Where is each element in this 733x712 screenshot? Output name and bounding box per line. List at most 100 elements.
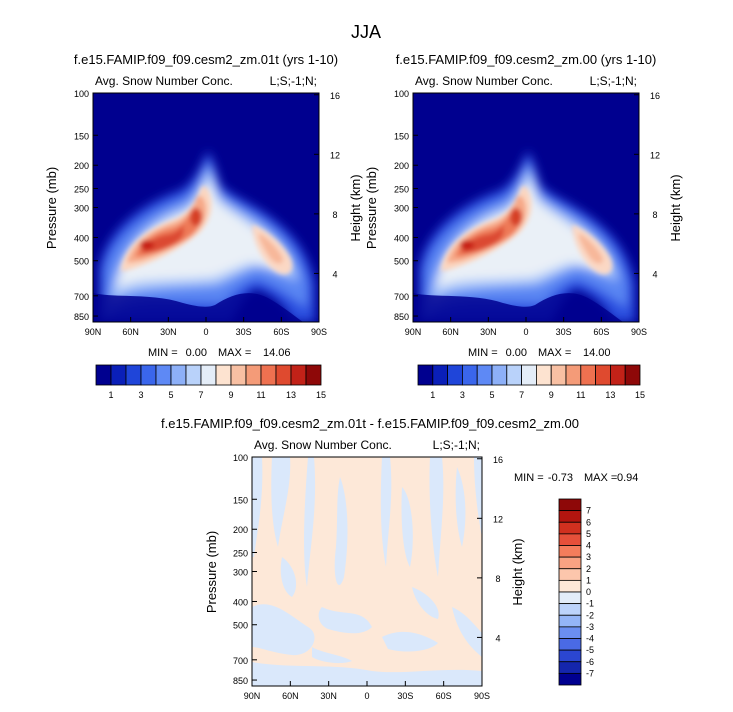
panel-difference: f.e15.FAMIP.f09_f09.cesm2_zm.01t - f.e15…: [161, 416, 638, 701]
colorbar-swatch: [558, 591, 582, 605]
y-tick-label: 250: [74, 184, 89, 194]
colorbar-swatch: [558, 556, 582, 570]
y-right-tick-label: 12: [330, 150, 340, 160]
x-tick-label: 60N: [442, 327, 459, 337]
page-title: JJA: [351, 22, 381, 42]
y-right-tick-label: 16: [493, 455, 503, 465]
colorbar-label: 4: [586, 541, 591, 551]
axes: 100 150 200 250 300 400 500 700 850 16 12 8 4 90N 60N 3…: [233, 453, 503, 701]
y-right-tick-label: 16: [330, 91, 340, 101]
colorbar-swatch: [476, 364, 493, 386]
colorbar-label: 11: [256, 390, 265, 400]
y-tick-label: 150: [74, 131, 89, 141]
colorbar-swatch: [506, 364, 522, 386]
x-tick-label: 60S: [593, 327, 609, 337]
colorbar-label: 6: [586, 517, 591, 527]
y-right-tick-label: 8: [332, 210, 337, 220]
colorbar-label: -2: [586, 610, 594, 620]
colorbar-swatch: [461, 364, 478, 386]
x-tick-label: 0: [364, 691, 369, 701]
x-tick-label: 30N: [480, 327, 497, 337]
y-tick-label: 500: [74, 257, 89, 267]
y-tick-label: 250: [233, 548, 248, 558]
colorbar-swatch: [624, 364, 641, 386]
max-value: 14.06: [263, 347, 291, 359]
max-label: MAX =: [538, 347, 571, 359]
colorbar-swatch: [305, 364, 322, 386]
colorbar-swatch: [558, 661, 582, 674]
y-axis-label: Pressure (mb): [44, 167, 59, 249]
colorbar-swatch: [558, 545, 582, 558]
heatmap-field: [93, 93, 319, 322]
panel-title: f.e15.FAMIP.f09_f09.cesm2_zm.01t (yrs 1-…: [74, 52, 338, 67]
y-right-tick-label: 16: [650, 91, 660, 101]
colorbar-swatch: [215, 364, 232, 386]
heatmap-field: [413, 93, 639, 322]
colorbar: 1 3 5 7 9 11 13 15: [417, 364, 645, 400]
x-tick-label: 90N: [405, 327, 422, 337]
colorbar-vertical: 76 5 43 21 0 -1-2 -3 -4-5 -6-7: [558, 498, 594, 686]
x-tick-label: 90N: [85, 327, 102, 337]
colorbar-swatch: [580, 364, 596, 386]
y-axis-label: Pressure (mb): [364, 167, 379, 249]
panel-title: f.e15.FAMIP.f09_f09.cesm2_zm.01t - f.e15…: [161, 416, 579, 431]
y-tick-label: 400: [233, 597, 248, 607]
colorbar-label: 3: [460, 390, 465, 400]
colorbar-swatch: [125, 364, 142, 386]
x-tick-label: 90N: [244, 691, 261, 701]
y-axis-label: Pressure (mb): [204, 531, 219, 613]
colorbar-label: 1: [108, 390, 113, 400]
min-label: MIN =: [514, 472, 544, 484]
colorbar-label: 5: [168, 390, 173, 400]
x-tick-label: 30S: [556, 327, 572, 337]
x-tick-label: 90S: [474, 691, 490, 701]
x-tick-label: 30N: [160, 327, 177, 337]
x-tick-label: 60S: [273, 327, 289, 337]
y-tick-label: 850: [74, 312, 89, 322]
y-right-tick-label: 8: [495, 574, 500, 584]
y-right-tick-label: 8: [652, 210, 657, 220]
min-value: -0.73: [548, 472, 573, 484]
y-axis-right-label: Height (km): [510, 538, 525, 605]
colorbar-swatch: [110, 364, 127, 386]
x-tick-label: 30S: [397, 691, 413, 701]
panel-right-string: L;S;-1;N;: [590, 74, 637, 88]
colorbar-swatch: [565, 364, 582, 386]
axes: 100 150 200 250 300 400 500 700 850 16 12 8 4 90N 60N 3…: [394, 89, 660, 337]
colorbar-swatch: [417, 364, 434, 386]
colorbar-label: 2: [586, 564, 591, 574]
panel-left-string: Avg. Snow Number Conc.: [415, 74, 553, 88]
colorbar-swatch: [275, 364, 292, 386]
colorbar-swatch: [536, 364, 552, 386]
y-tick-label: 700: [233, 656, 248, 666]
y-axis-right-label: Height (km): [668, 174, 683, 241]
colorbar-label: -1: [586, 599, 594, 609]
colorbar-swatch: [521, 364, 537, 386]
colorbar-label: 9: [228, 390, 233, 400]
y-tick-label: 250: [394, 184, 409, 194]
colorbar-swatch: [140, 364, 157, 386]
y-tick-label: 500: [233, 621, 248, 631]
axes: 100 150 200 250 300 400 500 700 850 16 12 8 4 90N 60N 3…: [74, 89, 340, 337]
y-right-tick-label: 12: [650, 150, 660, 160]
colorbar-label: 7: [586, 506, 591, 516]
y-right-tick-label: 4: [332, 269, 337, 279]
heatmap-field: [252, 457, 482, 686]
panel-left-string: Avg. Snow Number Conc.: [95, 74, 233, 88]
colorbar-label: 15: [635, 390, 645, 400]
y-tick-label: 200: [394, 161, 409, 171]
y-tick-label: 150: [233, 495, 248, 505]
colorbar-swatch: [558, 498, 582, 512]
colorbar-swatch: [558, 568, 582, 581]
colorbar-label: 0: [586, 587, 591, 597]
colorbar-label: 13: [286, 390, 296, 400]
y-tick-label: 700: [74, 292, 89, 302]
x-tick-label: 30S: [236, 327, 252, 337]
colorbar-swatch: [558, 638, 582, 651]
y-tick-label: 850: [233, 676, 248, 686]
colorbar-label: 1: [430, 390, 435, 400]
colorbar-label: -3: [586, 622, 594, 632]
y-tick-label: 300: [233, 568, 248, 578]
panel-right: f.e15.FAMIP.f09_f09.cesm2_zm.00 (yrs 1-1…: [364, 52, 683, 400]
